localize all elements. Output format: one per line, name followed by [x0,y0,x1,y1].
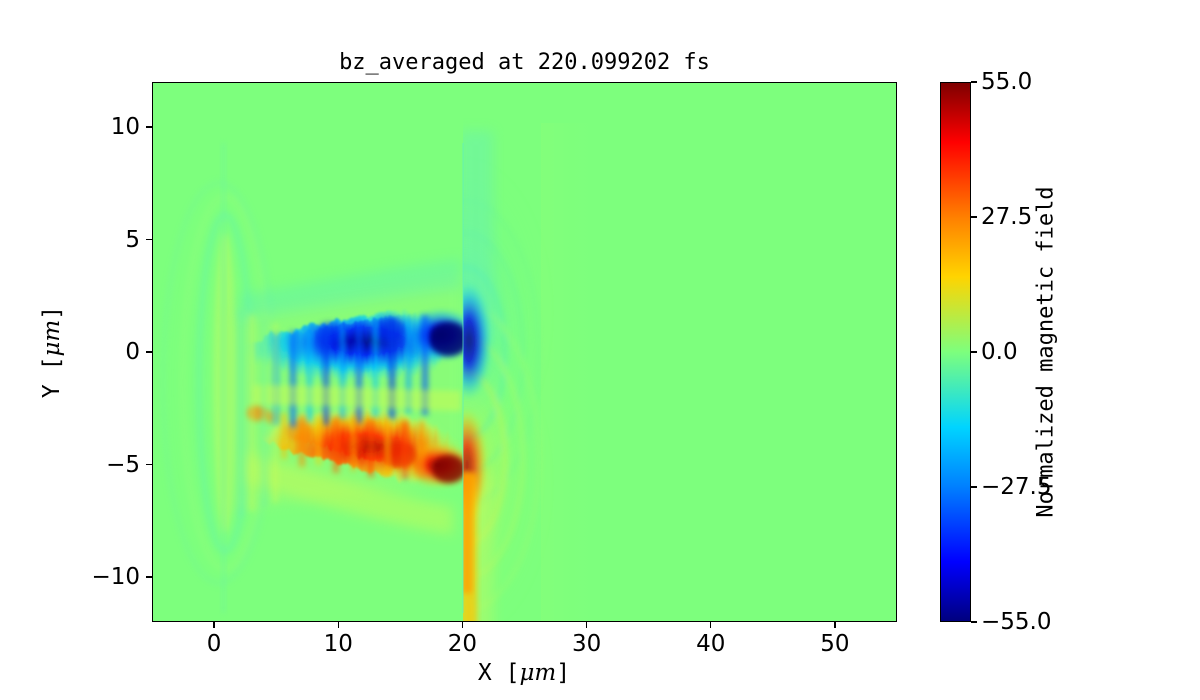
y-axis-label-close: ] [39,305,65,320]
x-axis-label-close: ] [556,660,571,686]
x-axis-unit: μm [519,660,557,686]
y-tick-label-2: 0 [125,339,140,365]
colorbar [940,82,971,622]
y-tick-mark [146,126,152,128]
x-tick-label-4: 40 [696,631,726,657]
x-tick-label-2: 20 [447,631,478,657]
colorbar-gradient [941,83,970,621]
plot-title: bz_averaged at 220.099202 fs [339,50,710,75]
x-axis-label-text: X [ [477,660,520,686]
colorbar-tick-label-4: −55.0 [981,609,1052,635]
x-tick-label-5: 50 [820,631,850,657]
y-axis-label: Y [μm] [39,306,65,398]
colorbar-tick-label-0: 55.0 [981,69,1033,95]
heatmap-plot-area [152,82,897,622]
x-tick-mark [461,622,464,628]
x-tick-label-0: 0 [206,631,222,657]
x-tick-mark [337,622,339,628]
y-tick-label-1: 5 [125,226,140,253]
colorbar-tick-mark [971,621,977,623]
y-tick-label-4: −10 [91,564,140,590]
y-tick-mark [146,351,152,353]
x-tick-label-1: 10 [323,631,353,657]
x-tick-mark [834,622,836,628]
y-tick-label-0: 10 [110,114,140,140]
y-tick-mark [146,463,152,466]
y-tick-mark [146,576,152,578]
y-axis-unit: μm [39,319,65,357]
y-tick-mark [146,238,152,241]
x-tick-mark [213,622,215,628]
x-tick-label-3: 30 [571,631,602,657]
colorbar-tick-mark [971,351,977,353]
colorbar-axis-label: Normalized magnetic field [1033,186,1059,518]
y-axis-label-text: Y [ [39,356,65,399]
colorbar-tick-label-1: 27.5 [981,204,1033,230]
x-axis-label: X [μm] [478,660,570,686]
colorbar-tick-label-2: 0.0 [981,339,1018,365]
colorbar-tick-mark [971,486,977,488]
x-tick-mark [585,622,588,628]
colorbar-tick-label-3: −27.5 [981,474,1052,500]
x-tick-mark [710,622,712,628]
colorbar-tick-mark [971,216,977,218]
y-tick-label-3: −5 [106,451,140,478]
colorbar-tick-mark [971,81,977,83]
heatmap-image [153,83,896,621]
